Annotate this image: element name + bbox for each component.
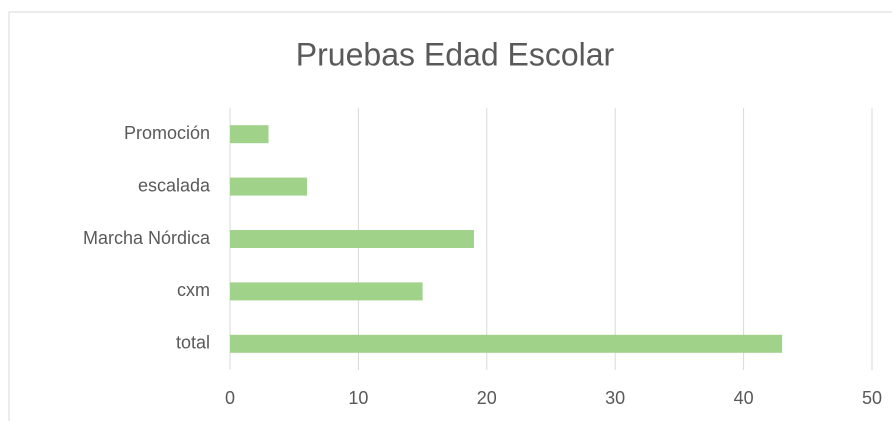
bar — [230, 177, 308, 196]
y-tick-label: Marcha Nórdica — [83, 228, 211, 248]
bar — [230, 230, 474, 248]
chart-title: Pruebas Edad Escolar — [296, 36, 615, 72]
x-tick-label: 40 — [734, 388, 754, 408]
x-tick-label: 0 — [225, 388, 235, 408]
x-tick-label: 30 — [605, 388, 625, 408]
x-tick-label: 20 — [477, 388, 497, 408]
y-tick-label: escalada — [138, 175, 211, 195]
y-tick-label: total — [176, 333, 210, 353]
bar — [230, 334, 783, 353]
x-tick-label: 50 — [862, 388, 882, 408]
bar — [230, 282, 423, 301]
y-tick-label: cxm — [177, 280, 210, 300]
x-tick-label: 10 — [348, 388, 368, 408]
bar — [230, 125, 269, 144]
y-tick-label: Promoción — [124, 123, 210, 143]
